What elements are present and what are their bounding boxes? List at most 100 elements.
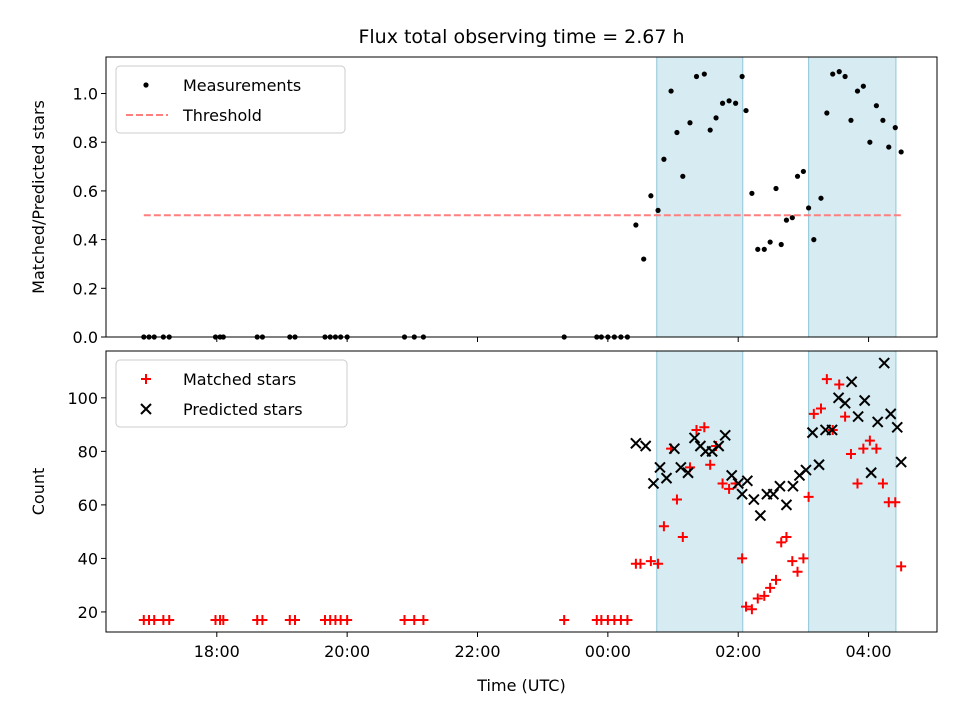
matched-star-point <box>815 403 826 414</box>
predicted-star-point <box>895 456 907 468</box>
x-tick-label: 00:00 <box>585 642 631 661</box>
measurement-point <box>648 193 654 199</box>
measurement-point <box>713 115 719 121</box>
x-tick-label: 02:00 <box>715 642 761 661</box>
legend-measurement-marker <box>143 82 149 88</box>
bottom-panel: 20 40 60 80 100 18:00 20:00 22:00 00:00 02:00 04:0… <box>29 350 938 695</box>
predicted-star-point <box>675 461 687 474</box>
predicted-star-point <box>780 499 793 511</box>
matched-star-point <box>852 478 863 489</box>
matched-star-point <box>409 614 420 625</box>
predicted-star-point <box>871 416 884 428</box>
predicted-star-point <box>891 421 903 433</box>
predicted-star-point <box>639 440 652 452</box>
measurement-point <box>661 156 667 162</box>
matched-star-point <box>399 614 410 625</box>
predicted-star-point <box>806 426 819 439</box>
measurement-point <box>854 88 861 94</box>
matched-star-point <box>257 614 268 625</box>
matched-star-point <box>671 494 682 505</box>
measurement-point <box>886 144 892 150</box>
matched-star-point <box>798 553 809 564</box>
matched-star-point <box>787 556 798 567</box>
predicted-star-point <box>852 410 864 423</box>
matched-star-point <box>845 449 856 460</box>
matched-star-point <box>741 601 752 612</box>
matched-star-point <box>724 483 735 494</box>
predicted-star-point <box>719 429 731 442</box>
matched-star-point <box>840 411 851 422</box>
predicted-star-point <box>878 357 890 369</box>
measurement-point <box>641 256 647 262</box>
predicted-star-point <box>654 461 666 474</box>
matched-star-point <box>705 459 716 470</box>
measurement-point <box>674 129 680 136</box>
predicted-star-point <box>839 397 851 409</box>
predicted-star-point <box>732 477 744 490</box>
chart-title: Flux total observing time = 2.67 h <box>358 26 684 48</box>
predicted-star-point <box>725 469 738 482</box>
measurement-point <box>789 215 795 221</box>
measurement-point <box>842 73 848 80</box>
y-tick-label: 0.6 <box>73 182 98 201</box>
measurement-point <box>824 110 830 116</box>
predicted-star-point <box>767 488 780 500</box>
predicted-star-point <box>668 442 681 455</box>
measurement-point <box>687 120 693 126</box>
matched-star-point <box>746 604 757 615</box>
observing-window-span <box>808 350 897 633</box>
matched-star-point <box>877 478 888 489</box>
predicted-star-point <box>660 472 673 484</box>
predicted-star-point <box>630 437 642 450</box>
observing-window-span <box>656 56 744 338</box>
measurement-point <box>860 83 866 89</box>
measurement-point <box>830 71 836 77</box>
predicted-star-point <box>688 432 701 444</box>
matched-star-point <box>164 614 175 625</box>
matched-star-point <box>781 531 792 542</box>
y-tick-label: 20 <box>78 603 98 622</box>
measurement-point <box>707 127 713 133</box>
matched-star-point <box>896 561 907 572</box>
measurement-point <box>783 217 790 223</box>
measurement-point <box>806 205 812 211</box>
matched-star-point <box>803 491 814 502</box>
legend-label: Predicted stars <box>183 400 303 419</box>
measurement-point <box>848 117 854 123</box>
measurement-point <box>800 168 806 175</box>
measurement-point <box>794 173 801 179</box>
matched-star-point <box>677 531 688 542</box>
y-tick-label: 0.8 <box>73 133 98 152</box>
predicted-star-point <box>858 394 871 407</box>
predicted-star-point <box>754 509 767 522</box>
predicted-star-point <box>682 467 694 479</box>
predicted-star-point <box>800 464 812 476</box>
y-tick-label: 40 <box>78 549 98 568</box>
top-panel: 0.0 0.2 0.4 0.6 0.8 1.0 Matched/Predicted star… <box>29 26 938 347</box>
measurement-point <box>719 100 726 106</box>
measurement-point <box>811 237 817 243</box>
measurement-point <box>726 98 732 104</box>
matched-star-point <box>622 614 633 625</box>
matched-star-point <box>864 435 875 446</box>
measurement-point <box>693 73 700 80</box>
measurement-point <box>898 149 904 155</box>
measurement-point <box>668 88 674 94</box>
matched-star-point <box>821 374 832 385</box>
legend-label: Threshold <box>182 106 262 125</box>
predicted-star-point <box>774 480 786 492</box>
y-axis-label: Count <box>29 468 48 516</box>
matched-star-point <box>871 443 882 454</box>
measurement-point <box>778 241 784 248</box>
matched-star-point <box>808 408 819 419</box>
x-tick-label: 18:00 <box>194 642 240 661</box>
measurement-point <box>701 71 707 77</box>
measurement-point <box>767 239 773 245</box>
measurement-point <box>755 246 761 252</box>
predicted-star-point <box>813 459 825 471</box>
matched-star-point <box>290 614 301 625</box>
predicted-star-point <box>865 467 877 479</box>
measurement-point <box>733 100 739 106</box>
y-tick-label: 100 <box>67 389 98 408</box>
